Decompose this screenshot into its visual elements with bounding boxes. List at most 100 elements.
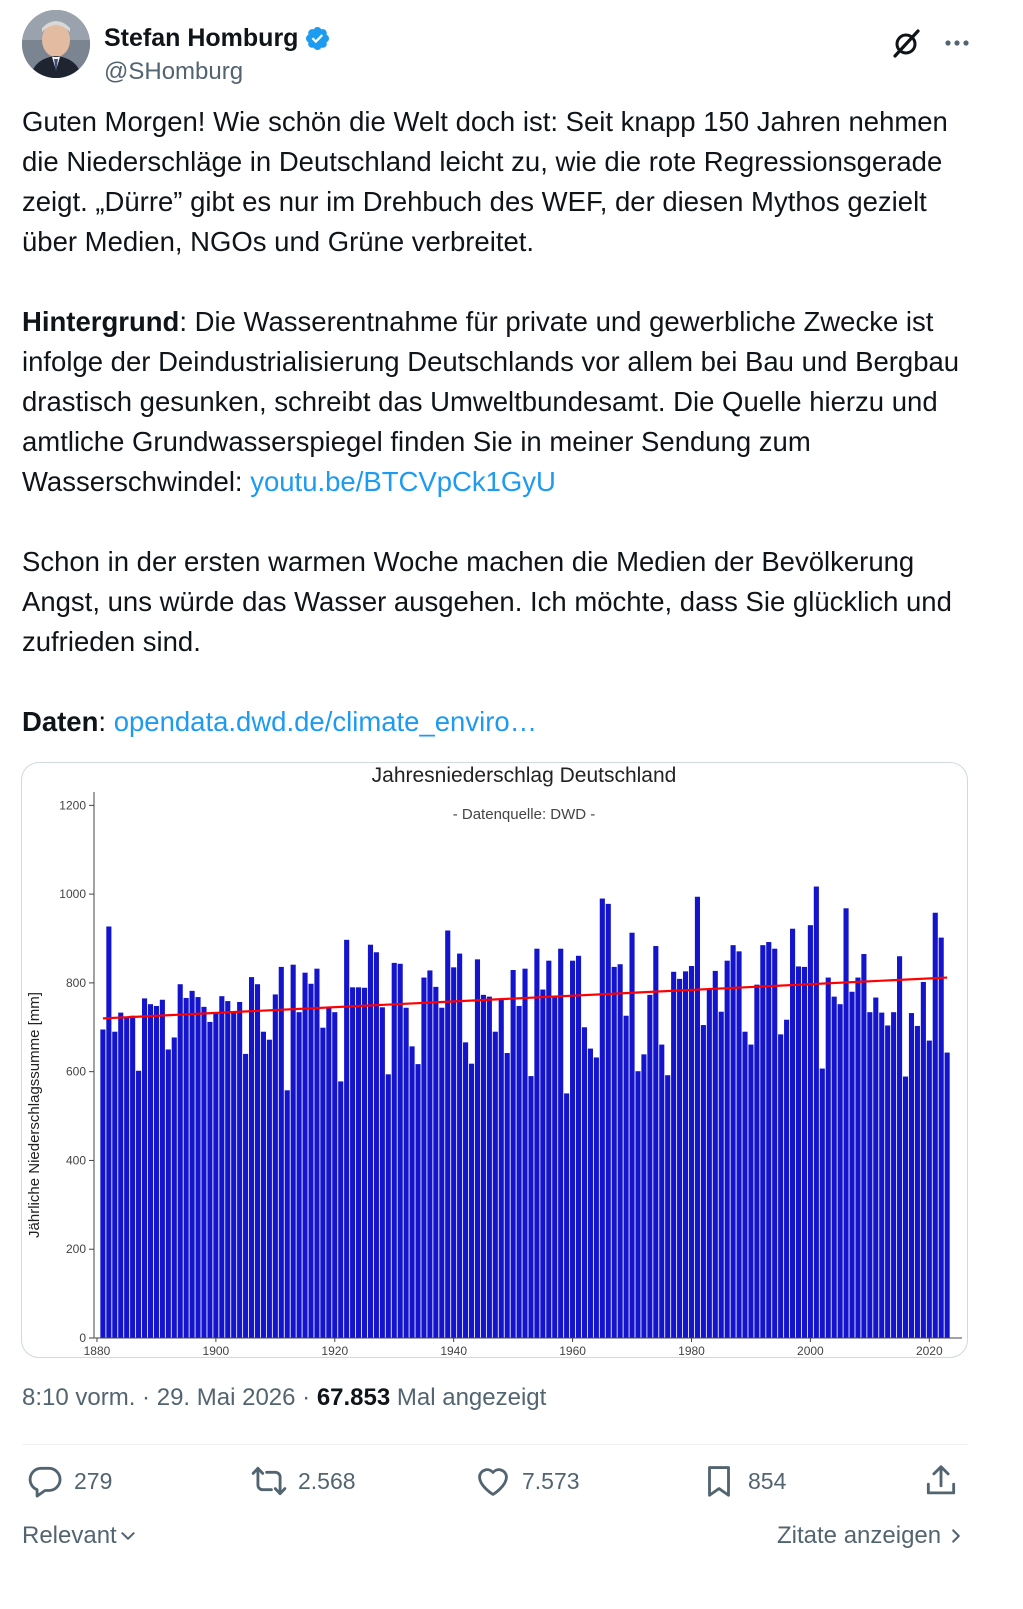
bar-1930 [391, 962, 397, 1338]
y-tick-label-800: 800 [66, 976, 86, 990]
chevron-down-icon [121, 1532, 135, 1540]
bar-1942 [463, 1042, 469, 1338]
bar-1920 [332, 1012, 338, 1338]
bar-1999 [801, 966, 808, 1338]
bar-1950 [510, 970, 516, 1338]
bar-1994 [772, 948, 778, 1338]
x-tick-label-1980: 1980 [678, 1344, 705, 1358]
bar-1972 [641, 1054, 647, 1338]
bookmark-button[interactable]: 854 [700, 1462, 786, 1500]
bar-1985 [718, 1011, 724, 1338]
bar-1895 [183, 997, 189, 1338]
regression-line [102, 976, 948, 1020]
bar-1955 [540, 989, 546, 1338]
bar-1915 [302, 972, 308, 1338]
bar-1984 [712, 970, 718, 1338]
bar-1961 [575, 955, 582, 1338]
bar-1971 [635, 1071, 641, 1338]
bar-1988 [736, 951, 742, 1338]
bar-1964 [593, 1057, 599, 1338]
bar-1993 [766, 942, 772, 1338]
bar-1959 [564, 1093, 570, 1338]
bar-1986 [724, 960, 730, 1338]
share-upload-icon [926, 1465, 956, 1495]
display-name[interactable]: Stefan Homburg [104, 24, 299, 52]
bar-2019 [920, 981, 926, 1338]
bar-1979 [682, 971, 689, 1338]
bar-1973 [647, 994, 653, 1338]
bar-1892 [165, 1049, 171, 1338]
bar-1936 [427, 970, 433, 1338]
bar-1902 [225, 1001, 231, 1338]
tweet-date[interactable]: 29. Mai 2026 [156, 1384, 296, 1411]
bar-1910 [272, 994, 278, 1338]
y-tick-label-1000: 1000 [59, 887, 86, 901]
chart-subtitle: - Datenquelle: DWD - [453, 806, 596, 823]
bold-label-hintergrund: Hintergrund [22, 306, 180, 337]
bar-1943 [468, 1063, 475, 1338]
bar-1981 [694, 896, 700, 1338]
chart-regression [102, 976, 948, 1020]
bar-2000 [807, 925, 813, 1338]
bar-1933 [409, 1046, 415, 1338]
reply-bubble-icon [28, 1466, 62, 1498]
bar-1987 [730, 945, 736, 1338]
bar-1885 [124, 1016, 130, 1338]
bar-1969 [623, 1015, 629, 1338]
bar-1906 [248, 977, 255, 1338]
x-tick-label-1900: 1900 [203, 1344, 230, 1358]
bar-1900 [213, 1013, 219, 1338]
bar-1882 [106, 926, 112, 1338]
bar-1887 [136, 1070, 142, 1338]
bar-1975 [659, 1044, 665, 1338]
reply-button[interactable]: 279 [26, 1462, 112, 1500]
bar-1935 [421, 977, 427, 1338]
grok-icon[interactable] [890, 26, 924, 60]
bar-2017 [908, 1013, 915, 1338]
bar-1977 [671, 971, 677, 1338]
bar-1970 [629, 932, 635, 1338]
youtube-link[interactable]: youtu.be/BTCVpCk1GyU [250, 466, 556, 497]
bar-1907 [254, 984, 261, 1338]
bar-1916 [308, 983, 314, 1338]
bar-1932 [403, 1007, 409, 1338]
bar-1963 [587, 1048, 593, 1338]
tweet-paragraph-4: Daten: opendata.dwd.de/climate_enviro… [22, 702, 982, 742]
bar-1884 [118, 1012, 124, 1338]
bold-label-daten: Daten [22, 706, 99, 737]
share-button[interactable] [922, 1462, 960, 1500]
bar-2002 [819, 1068, 825, 1338]
y-tick-label-1200: 1200 [59, 798, 86, 812]
bar-2013 [885, 1025, 891, 1338]
bar-1960 [570, 960, 576, 1338]
y-tick-label-200: 200 [66, 1242, 86, 1256]
bar-2022 [938, 937, 944, 1338]
chart-image[interactable]: Jahresniederschlag Deutschland - Datenqu… [21, 762, 968, 1358]
bar-1904 [237, 1001, 243, 1338]
retweet-button[interactable]: 2.568 [250, 1462, 356, 1500]
quotes-label: Zitate anzeigen [777, 1522, 942, 1549]
tweet-time[interactable]: 8:10 vorm. [22, 1384, 136, 1411]
bar-1946 [486, 996, 492, 1338]
avatar[interactable] [22, 10, 90, 78]
view-quotes-link[interactable]: Zitate anzeigen [777, 1522, 965, 1550]
bar-1962 [581, 1027, 588, 1338]
bar-1995 [778, 1034, 784, 1338]
action-bar: 279 2.568 7.573 854 [22, 1462, 968, 1512]
dwd-data-link[interactable]: opendata.dwd.de/climate_enviro… [113, 706, 538, 737]
bar-1889 [147, 1004, 154, 1338]
bar-2005 [837, 1004, 843, 1338]
sort-relevant-dropdown[interactable]: Relevant [22, 1522, 137, 1550]
user-handle[interactable]: @SHomburg [104, 58, 244, 85]
bar-1958 [558, 948, 564, 1338]
chart-ylabel: Jährliche Niederschlagssumme [mm] [26, 992, 43, 1238]
bar-1926 [367, 944, 374, 1338]
y-tick-label-0: 0 [79, 1331, 86, 1345]
more-dots-icon[interactable] [940, 26, 974, 60]
bar-1968 [617, 964, 623, 1338]
bar-1888 [141, 998, 148, 1338]
x-tick-label-1940: 1940 [440, 1344, 467, 1358]
bar-1998 [795, 966, 802, 1338]
x-tick-label-1960: 1960 [559, 1344, 586, 1358]
like-button[interactable]: 7.573 [474, 1462, 580, 1500]
